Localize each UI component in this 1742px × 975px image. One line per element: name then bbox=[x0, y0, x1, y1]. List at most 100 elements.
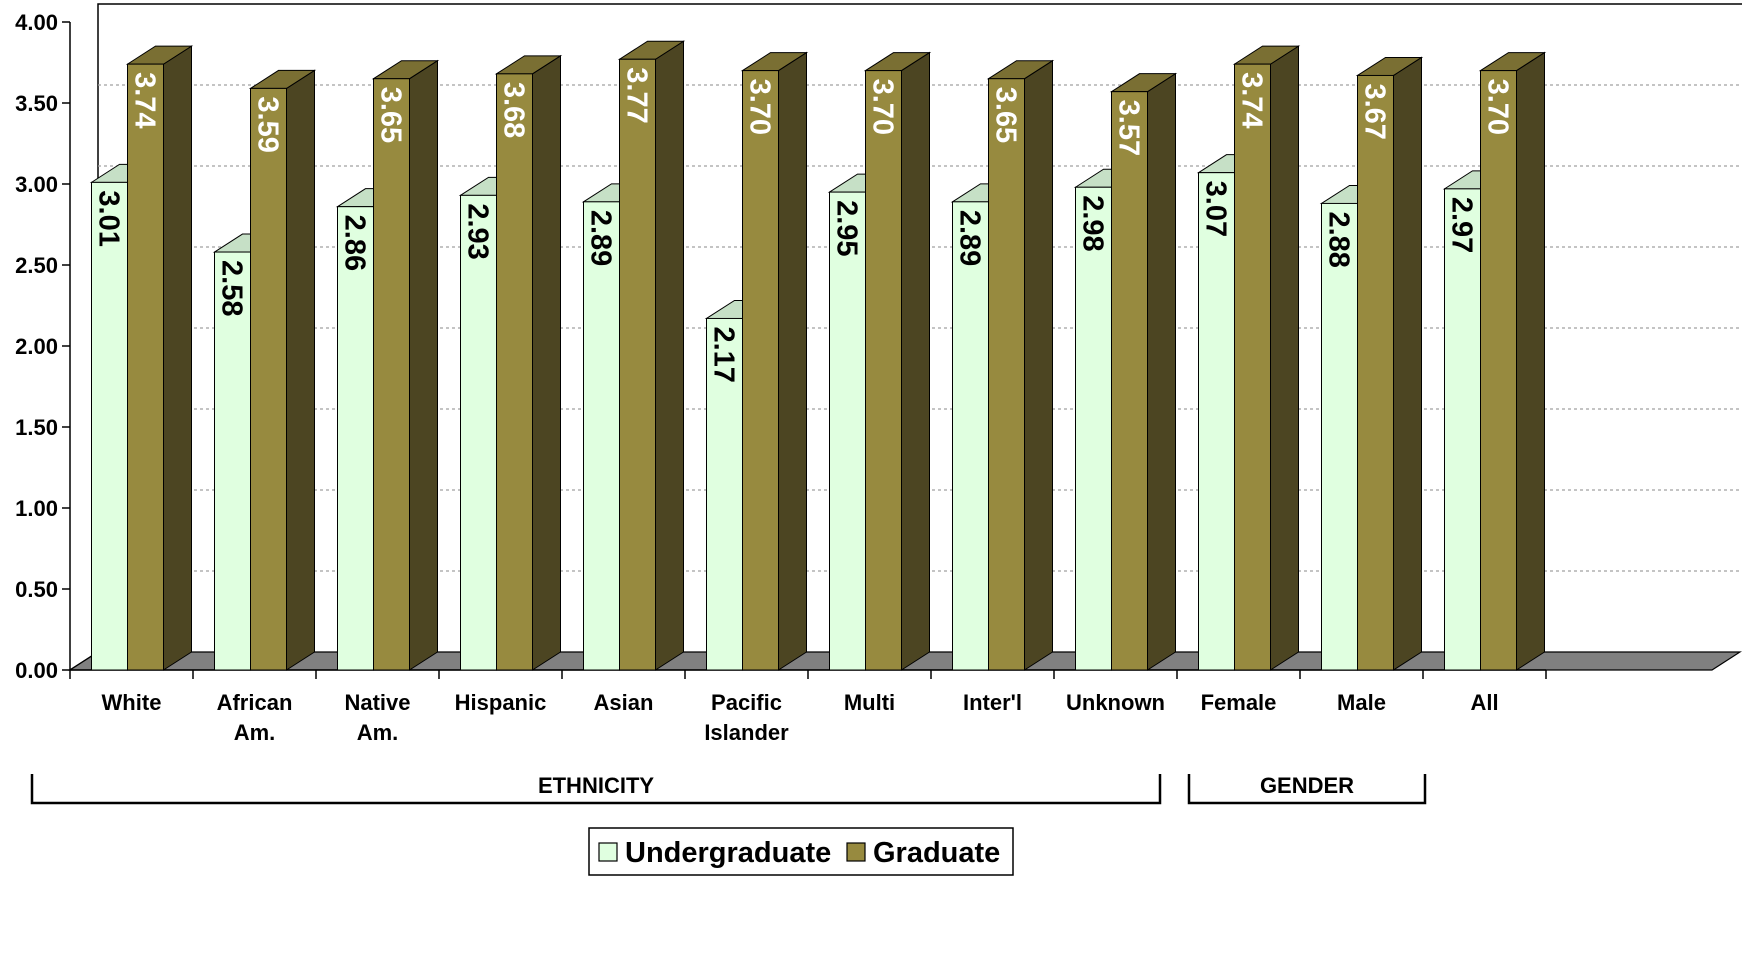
x-category-label-line: Male bbox=[1337, 690, 1386, 715]
graduate-bar bbox=[1112, 92, 1148, 670]
y-tick-label: 0.00 bbox=[15, 658, 58, 683]
y-tick-label: 1.00 bbox=[15, 496, 58, 521]
x-category-label-line: Hispanic bbox=[455, 690, 547, 715]
undergraduate-value-label: 2.89 bbox=[954, 210, 986, 266]
graduate-bar-side bbox=[533, 56, 561, 670]
undergraduate-value-label: 3.01 bbox=[93, 190, 125, 246]
y-tick-label: 1.50 bbox=[15, 415, 58, 440]
x-category-label-line: Asian bbox=[594, 690, 654, 715]
graduate-bar bbox=[866, 71, 902, 670]
undergraduate-value-label: 2.95 bbox=[831, 200, 863, 256]
undergraduate-bar bbox=[1322, 203, 1358, 670]
graduate-bar bbox=[989, 79, 1025, 670]
graduate-value-label: 3.65 bbox=[990, 87, 1022, 143]
graduate-legend-swatch bbox=[847, 843, 865, 861]
y-tick-label: 3.00 bbox=[15, 172, 58, 197]
x-category-label: African Am. bbox=[217, 690, 293, 745]
x-category-label: Native Am. bbox=[344, 690, 410, 745]
graduate-bar bbox=[1235, 64, 1271, 670]
x-category-label-line: Unknown bbox=[1066, 690, 1165, 715]
undergraduate-value-label: 2.88 bbox=[1323, 211, 1355, 267]
graduate-bar-side bbox=[902, 53, 930, 670]
graduate-bar-side bbox=[1148, 74, 1176, 670]
x-category-label: Asian bbox=[594, 690, 654, 715]
graduate-legend-label: Graduate bbox=[873, 837, 1000, 869]
undergraduate-value-label: 2.98 bbox=[1077, 195, 1109, 251]
x-category-label: Multi bbox=[844, 690, 895, 715]
x-category-label: Female bbox=[1201, 690, 1277, 715]
graduate-bar bbox=[497, 74, 533, 670]
graduate-bar-side bbox=[656, 41, 684, 670]
graduate-bar bbox=[743, 71, 779, 670]
undergraduate-value-label: 2.86 bbox=[339, 215, 371, 271]
x-category-label-line: Female bbox=[1201, 690, 1277, 715]
x-category-label: Male bbox=[1337, 690, 1386, 715]
y-tick-label: 4.00 bbox=[15, 10, 58, 35]
undergraduate-legend-swatch bbox=[599, 843, 617, 861]
x-category-label: Inter'l bbox=[963, 690, 1022, 715]
graduate-value-label: 3.70 bbox=[867, 79, 899, 135]
graduate-bar bbox=[1358, 75, 1394, 670]
group-label: GENDER bbox=[1260, 773, 1354, 798]
graduate-bar-side bbox=[410, 61, 438, 670]
undergraduate-bar bbox=[584, 202, 620, 670]
graduate-value-label: 3.77 bbox=[621, 67, 653, 123]
undergraduate-bar bbox=[461, 195, 497, 670]
x-category-label: Unknown bbox=[1066, 690, 1165, 715]
x-category-label-line: Islander bbox=[704, 720, 789, 745]
x-category-label: Pacific Islander bbox=[704, 690, 789, 745]
graduate-value-label: 3.74 bbox=[1236, 72, 1268, 128]
graduate-bar-side bbox=[1517, 53, 1545, 670]
x-category-label-line: All bbox=[1470, 690, 1498, 715]
x-category-label: Hispanic bbox=[455, 690, 547, 715]
graduate-bar bbox=[620, 59, 656, 670]
graduate-bar-side bbox=[779, 53, 807, 670]
graduate-bar bbox=[1481, 71, 1517, 670]
undergraduate-legend-label: Undergraduate bbox=[625, 837, 831, 869]
graduate-value-label: 3.70 bbox=[744, 79, 776, 135]
x-category-label-line: Inter'l bbox=[963, 690, 1022, 715]
graduate-value-label: 3.70 bbox=[1482, 79, 1514, 135]
undergraduate-value-label: 2.17 bbox=[708, 326, 740, 382]
x-category-label-line: Multi bbox=[844, 690, 895, 715]
graduate-value-label: 3.65 bbox=[375, 87, 407, 143]
undergraduate-bar bbox=[338, 207, 374, 670]
x-category-label-line: Native bbox=[344, 690, 410, 715]
graduate-bar-side bbox=[1394, 57, 1422, 670]
undergraduate-bar bbox=[830, 192, 866, 670]
graduate-bar-side bbox=[1025, 61, 1053, 670]
graduate-bar bbox=[128, 64, 164, 670]
graduate-bar bbox=[251, 88, 287, 670]
x-category-label-line: African bbox=[217, 690, 293, 715]
undergraduate-value-label: 2.58 bbox=[216, 260, 248, 316]
graduate-bar bbox=[374, 79, 410, 670]
x-category-label: White bbox=[102, 690, 162, 715]
group-label: ETHNICITY bbox=[538, 773, 654, 798]
undergraduate-bar bbox=[92, 182, 128, 670]
graduate-value-label: 3.74 bbox=[129, 72, 161, 128]
undergraduate-value-label: 2.97 bbox=[1446, 197, 1478, 253]
undergraduate-bar bbox=[1199, 173, 1235, 670]
graduate-value-label: 3.67 bbox=[1359, 83, 1391, 139]
x-category-label-line: Pacific bbox=[711, 690, 782, 715]
undergraduate-value-label: 3.07 bbox=[1200, 181, 1232, 237]
y-tick-label: 0.50 bbox=[15, 577, 58, 602]
x-category-label-line: White bbox=[102, 690, 162, 715]
undergraduate-value-label: 2.93 bbox=[462, 203, 494, 259]
graduate-value-label: 3.59 bbox=[252, 96, 284, 152]
x-category-label-line: Am. bbox=[234, 720, 276, 745]
y-tick-label: 3.50 bbox=[15, 91, 58, 116]
y-tick-label: 2.00 bbox=[15, 334, 58, 359]
graduate-value-label: 3.57 bbox=[1113, 100, 1145, 156]
undergraduate-bar bbox=[953, 202, 989, 670]
graduate-value-label: 3.68 bbox=[498, 82, 530, 138]
undergraduate-value-label: 2.89 bbox=[585, 210, 617, 266]
x-category-label-line: Am. bbox=[357, 720, 399, 745]
graduate-bar-side bbox=[1271, 46, 1299, 670]
undergraduate-bar bbox=[1076, 187, 1112, 670]
x-category-label: All bbox=[1470, 690, 1498, 715]
y-tick-label: 2.50 bbox=[15, 253, 58, 278]
graduate-bar-side bbox=[164, 46, 192, 670]
graduate-bar-side bbox=[287, 70, 315, 670]
